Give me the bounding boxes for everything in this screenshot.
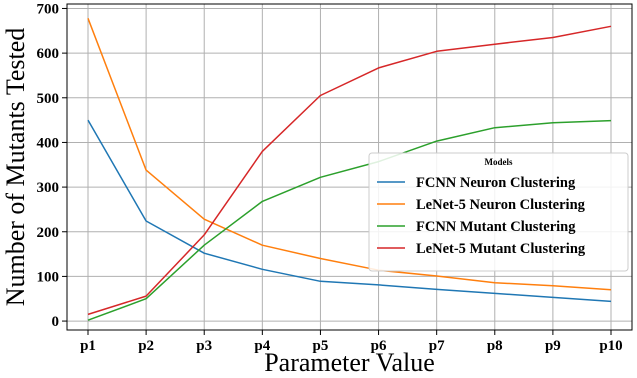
legend-label: LeNet-5 Mutant Clustering	[416, 241, 586, 257]
y-tick-label: 300	[37, 180, 60, 196]
series-layer	[87, 18, 612, 321]
series-line-lenet-5-neuron-clustering	[87, 18, 612, 291]
x-tick-label: p7	[429, 338, 445, 354]
y-tick-label: 600	[37, 46, 60, 62]
x-tick-label: p6	[371, 338, 387, 354]
x-tick-label: p9	[545, 338, 561, 354]
plot-frame	[66, 3, 633, 331]
legend-label: FCNN Mutant Clustering	[416, 219, 576, 235]
y-axis-label: Number of Mutants Tested	[1, 28, 30, 307]
y-tick-label: 400	[37, 135, 60, 151]
x-tick-label: p10	[599, 338, 622, 354]
x-tick-label: p4	[254, 338, 270, 354]
y-tick-labels: 0 100 200 300 400 500 600 700	[37, 1, 67, 330]
x-tick-label: p8	[487, 338, 503, 354]
legend-items: FCNN Neuron Clustering LeNet-5 Neuron Clu…	[377, 175, 586, 257]
y-tick-label: 100	[37, 269, 60, 285]
legend-title: Models	[485, 157, 513, 167]
x-tick-label: p5	[313, 338, 329, 354]
legend-label: LeNet-5 Neuron Clustering	[416, 197, 586, 213]
series-line-lenet-5-mutant-clustering	[87, 25, 612, 316]
legend-label: FCNN Neuron Clustering	[416, 175, 576, 191]
x-axis-label: Parameter Value	[264, 348, 435, 377]
x-tick-label: p2	[138, 338, 154, 354]
x-tick-label: p1	[80, 338, 96, 354]
series-line-fcnn-neuron-clustering	[87, 119, 612, 303]
legend: Models FCNN Neuron Clustering LeNet-5 Neu…	[368, 152, 629, 272]
series-line-fcnn-mutant-clustering	[87, 119, 612, 321]
legend-box	[368, 152, 629, 272]
y-tick-label: 500	[37, 91, 60, 107]
y-tick-label: 200	[37, 225, 60, 241]
x-tick-labels: p1 p2 p3 p4 p5 p6 p7 p8 p9 p10	[80, 330, 623, 354]
x-tick-label: p3	[196, 338, 212, 354]
y-tick-label: 0	[52, 314, 60, 330]
y-tick-label: 700	[37, 1, 60, 17]
